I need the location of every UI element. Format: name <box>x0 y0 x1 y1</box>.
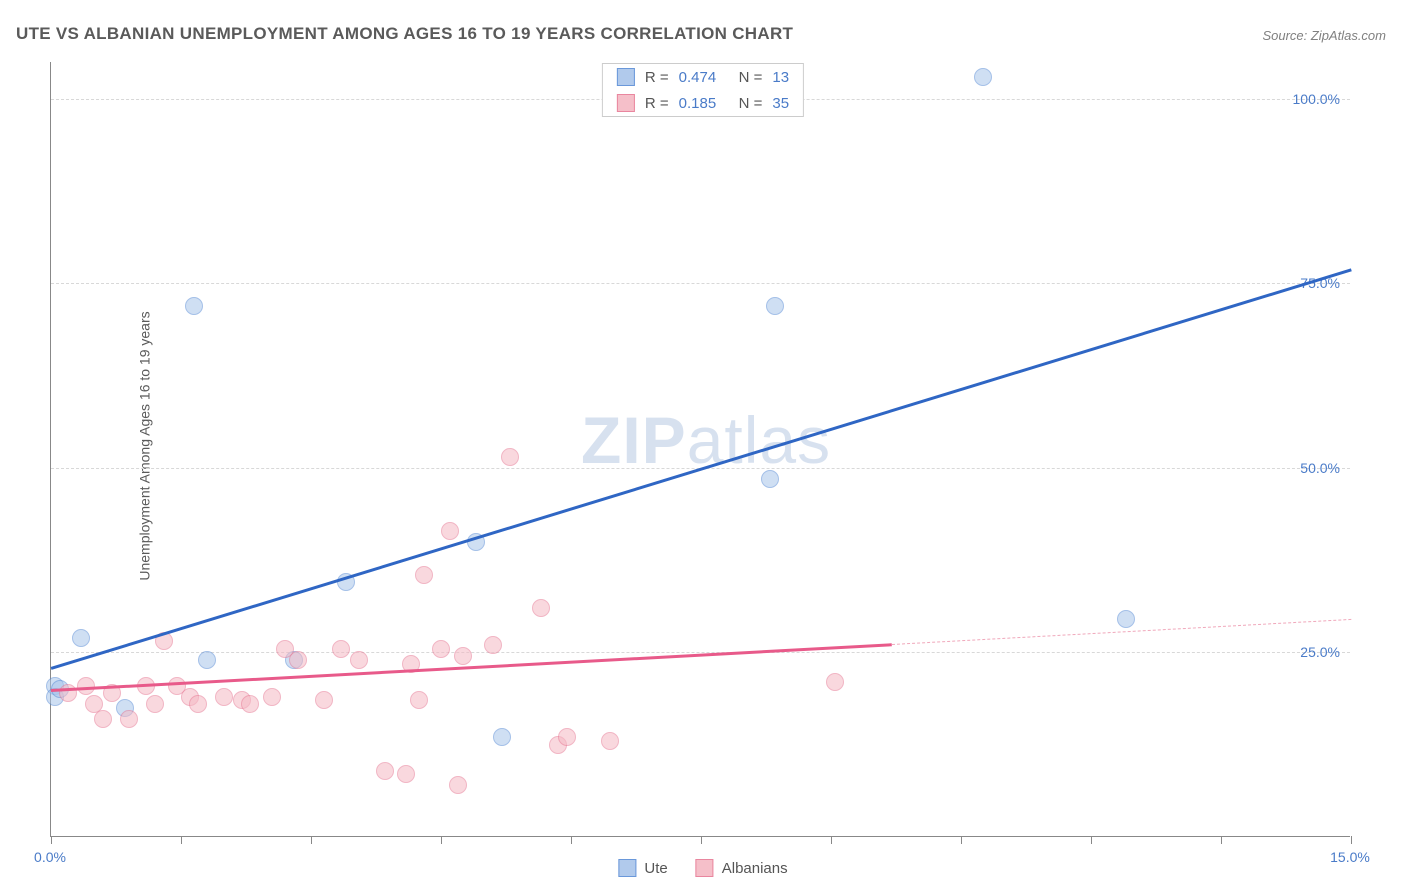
legend-swatch <box>618 859 636 877</box>
x-tick <box>831 836 832 844</box>
data-point <box>454 647 472 665</box>
data-point <box>198 651 216 669</box>
data-point <box>1117 610 1135 628</box>
x-tick <box>181 836 182 844</box>
x-tick <box>1351 836 1352 844</box>
legend-stats-row: R = 0.474 N = 13 <box>603 64 803 90</box>
data-point <box>189 695 207 713</box>
source-value: ZipAtlas.com <box>1311 28 1386 43</box>
legend-r-label: R = <box>645 95 669 112</box>
data-point <box>974 68 992 86</box>
source-prefix: Source: <box>1262 28 1310 43</box>
legend-stats: R = 0.474 N = 13 R = 0.185 N = 35 <box>602 63 804 117</box>
data-point <box>766 297 784 315</box>
x-tick-label: 0.0% <box>34 849 66 865</box>
legend-swatch <box>696 859 714 877</box>
data-point <box>532 599 550 617</box>
legend-series: Ute Albanians <box>618 859 787 877</box>
legend-series-item: Ute <box>618 859 667 877</box>
data-point <box>289 651 307 669</box>
x-tick <box>51 836 52 844</box>
data-point <box>120 710 138 728</box>
legend-n-label: N = <box>739 95 763 112</box>
data-point <box>493 728 511 746</box>
legend-n-value: 13 <box>772 69 789 86</box>
legend-r-value: 0.474 <box>679 69 729 86</box>
legend-swatch <box>617 94 635 112</box>
x-tick <box>311 836 312 844</box>
legend-r-value: 0.185 <box>679 95 729 112</box>
data-point <box>72 629 90 647</box>
y-tick-label: 25.0% <box>1300 644 1340 660</box>
data-point <box>826 673 844 691</box>
legend-n-label: N = <box>739 69 763 86</box>
y-tick-label: 50.0% <box>1300 460 1340 476</box>
data-point <box>397 765 415 783</box>
data-point <box>449 776 467 794</box>
legend-stats-row: R = 0.185 N = 35 <box>603 90 803 116</box>
data-point <box>441 522 459 540</box>
legend-n-value: 35 <box>772 95 789 112</box>
data-point <box>350 651 368 669</box>
data-point <box>601 732 619 750</box>
data-point <box>376 762 394 780</box>
x-tick <box>441 836 442 844</box>
data-point <box>77 677 95 695</box>
data-point <box>501 448 519 466</box>
y-tick-label: 100.0% <box>1293 91 1340 107</box>
legend-r-label: R = <box>645 69 669 86</box>
gridline <box>51 283 1350 284</box>
data-point <box>241 695 259 713</box>
plot-area: ZIPatlas 25.0%50.0%75.0%100.0% <box>50 62 1350 837</box>
data-point <box>146 695 164 713</box>
legend-series-label: Albanians <box>722 860 788 877</box>
data-point <box>558 728 576 746</box>
x-tick <box>1221 836 1222 844</box>
data-point <box>332 640 350 658</box>
data-point <box>410 691 428 709</box>
legend-swatch <box>617 68 635 86</box>
watermark-zip: ZIP <box>581 403 687 477</box>
data-point <box>263 688 281 706</box>
data-point <box>215 688 233 706</box>
data-point <box>94 710 112 728</box>
trendline <box>51 269 1352 670</box>
x-tick <box>701 836 702 844</box>
x-tick <box>961 836 962 844</box>
x-tick-label: 15.0% <box>1330 849 1370 865</box>
data-point <box>315 691 333 709</box>
data-point <box>432 640 450 658</box>
source-label: Source: ZipAtlas.com <box>1262 28 1386 43</box>
legend-series-label: Ute <box>644 860 667 877</box>
legend-series-item: Albanians <box>696 859 788 877</box>
chart-title: UTE VS ALBANIAN UNEMPLOYMENT AMONG AGES … <box>16 24 793 44</box>
data-point <box>415 566 433 584</box>
x-tick <box>571 836 572 844</box>
data-point <box>761 470 779 488</box>
trendline <box>51 644 892 692</box>
chart-container: UTE VS ALBANIAN UNEMPLOYMENT AMONG AGES … <box>0 0 1406 892</box>
x-tick <box>1091 836 1092 844</box>
data-point <box>484 636 502 654</box>
data-point <box>185 297 203 315</box>
